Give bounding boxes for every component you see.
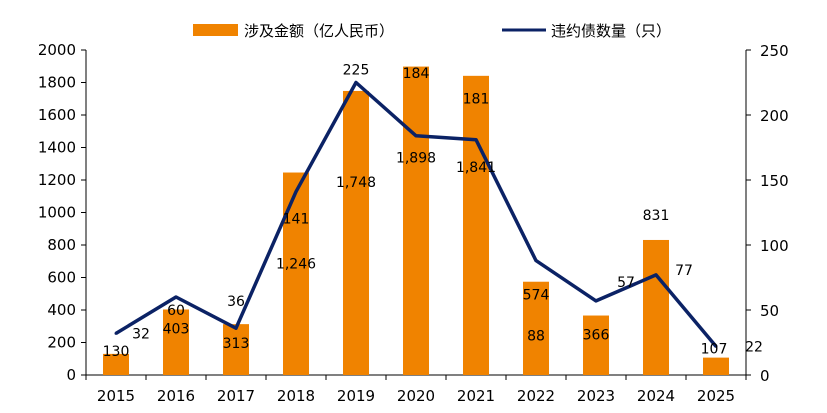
y-left-tick-label: 1000: [38, 204, 76, 222]
y-right-tick-label: 0: [760, 367, 770, 385]
line-data-label: 181: [463, 92, 490, 108]
y-left-tick-label: 1200: [38, 171, 76, 189]
bar-data-label: 1,841: [456, 160, 496, 176]
x-tick-label: 2015: [97, 387, 135, 405]
bar-data-label: 366: [583, 328, 610, 344]
line-point: [354, 81, 358, 84]
bar: [343, 90, 369, 375]
y-left-tick-label: 800: [47, 236, 76, 254]
bar-data-label: 1,898: [396, 151, 436, 167]
x-axis: 2015 2016 2017 2018 2019 2020 2021 2022 2023 2024…: [85, 374, 747, 405]
line-point: [594, 299, 598, 303]
bar-series: [103, 66, 729, 376]
y-left-tick-label: 400: [47, 301, 76, 319]
line-point: [294, 190, 298, 194]
y-left-tick-label: 1800: [38, 74, 76, 92]
bar-data-label: 574: [523, 288, 550, 304]
bar: [583, 315, 609, 375]
bar: [283, 172, 309, 375]
legend-bar-swatch: [193, 24, 238, 36]
line-data-label: 225: [343, 63, 370, 79]
x-tick-label: 2022: [517, 387, 555, 405]
line-data-label: 141: [283, 212, 310, 228]
y-axis-right: 0 50 100 150 200 250: [745, 42, 789, 385]
line-point: [174, 295, 178, 299]
line-data-label: 36: [227, 294, 245, 310]
line-data-label: 22: [745, 339, 763, 355]
y-left-tick-label: 1600: [38, 106, 76, 124]
line-point: [234, 326, 238, 330]
line-data-label: 57: [617, 275, 635, 291]
x-tick-label: 2021: [457, 387, 495, 405]
x-tick-label: 2016: [157, 387, 195, 405]
line-point: [114, 331, 118, 335]
bar-data-label: 107: [701, 342, 728, 358]
bar: [163, 309, 189, 375]
legend: 涉及金额（亿人民币） 违约债数量（只）: [193, 22, 671, 40]
x-tick-label: 2023: [577, 387, 615, 405]
y-right-tick-label: 150: [760, 172, 789, 190]
line-data-label: 60: [167, 303, 185, 319]
bar: [643, 239, 669, 375]
bar-data-label: 1,246: [276, 257, 316, 273]
line-series: [114, 80, 718, 348]
y-right-tick-label: 50: [760, 302, 779, 320]
line-data-label: 88: [527, 329, 545, 345]
bar: [223, 324, 249, 375]
bar: [403, 66, 429, 375]
line-data-label: 32: [132, 326, 150, 342]
x-tick-label: 2019: [337, 387, 375, 405]
bar-data-label: 403: [163, 322, 190, 338]
bar-data-label: 831: [643, 208, 670, 224]
y-left-tick-label: 0: [66, 366, 76, 384]
y-right-tick-label: 250: [760, 42, 789, 60]
x-tick-label: 2024: [637, 387, 675, 405]
bar-data-label: 313: [223, 336, 250, 352]
y-axis-left: 0 200 400 600 800 1000 1200 1400 1600 1800 2000: [38, 41, 87, 384]
x-tick-label: 2025: [697, 387, 735, 405]
y-left-tick-label: 2000: [38, 41, 76, 59]
legend-bar-label: 涉及金额（亿人民币）: [244, 22, 394, 40]
x-tick-label: 2020: [397, 387, 435, 405]
x-tick-label: 2018: [277, 387, 315, 405]
x-tick-label: 2017: [217, 387, 255, 405]
line-point: [474, 138, 478, 142]
line-point: [654, 273, 658, 277]
y-left-tick-label: 200: [47, 334, 76, 352]
line-point: [534, 259, 538, 263]
line-data-label: 77: [675, 263, 693, 279]
bar: [463, 75, 489, 376]
bar-data-label: 1,748: [336, 175, 376, 191]
bar: [103, 353, 129, 375]
bar: [523, 281, 549, 375]
y-left-tick-label: 600: [47, 269, 76, 287]
line-point: [414, 134, 418, 138]
line-point: [714, 344, 718, 348]
bar-data-label: 130: [103, 344, 130, 360]
bar-data-labels: 130 403 313 1,246 1,748 1,898 1,841 574 366 831 10…: [103, 151, 728, 360]
y-left-tick-label: 1400: [38, 139, 76, 157]
y-right-tick-label: 100: [760, 237, 789, 255]
line-data-label: 184: [403, 66, 430, 82]
bar: [703, 357, 729, 375]
legend-line-label: 违约债数量（只）: [551, 22, 671, 40]
y-right-tick-label: 200: [760, 107, 789, 125]
line-data-labels: 32 60 36 141 225 184 181 88 57 77 22: [132, 63, 763, 356]
